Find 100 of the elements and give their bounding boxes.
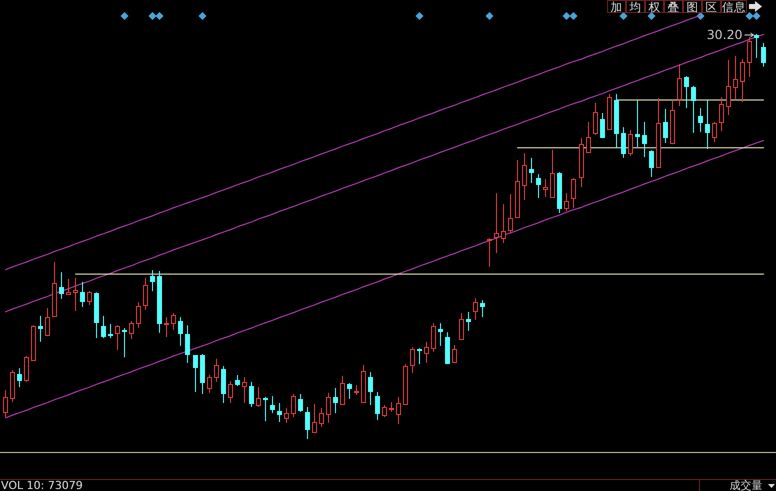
candlestick <box>424 341 429 364</box>
candlestick <box>705 100 710 150</box>
candlestick <box>45 308 50 337</box>
candlestick <box>164 316 169 338</box>
candlestick <box>586 121 591 154</box>
candlestick <box>221 366 226 404</box>
candlestick <box>473 298 478 320</box>
candlestick <box>459 312 464 340</box>
candlestick <box>242 376 247 404</box>
candlestick <box>747 36 752 78</box>
candlestick <box>326 392 331 424</box>
candlestick <box>684 76 689 109</box>
candlestick <box>136 302 141 329</box>
candlestick <box>122 328 127 358</box>
candlestick <box>3 389 8 418</box>
candlestick <box>73 277 78 312</box>
candlestick <box>31 324 36 362</box>
candlestick <box>200 353 205 395</box>
candlestick <box>115 324 120 350</box>
annotation: 30.20 <box>706 27 743 42</box>
candlestick <box>712 121 717 143</box>
candlestick <box>178 316 183 346</box>
candlestick <box>543 178 548 198</box>
candlestick <box>557 172 562 214</box>
candlestick <box>726 59 731 116</box>
candlestick <box>143 277 148 310</box>
candlestick <box>501 204 506 244</box>
candlestick <box>10 370 15 403</box>
candlestick <box>649 150 654 178</box>
candlestick <box>80 281 85 308</box>
candlestick <box>24 355 29 382</box>
candlestick <box>417 348 422 365</box>
candlestick <box>277 402 282 422</box>
candlestick <box>284 407 289 424</box>
candlestick <box>17 368 22 388</box>
candlestick <box>52 262 57 318</box>
candlestick <box>59 272 64 300</box>
candlestick <box>487 238 492 268</box>
candlestick <box>494 192 499 254</box>
candlestick <box>719 96 724 132</box>
candlestick <box>185 324 190 364</box>
candlestick <box>670 100 675 145</box>
candlestick <box>522 152 527 201</box>
candlestick <box>228 380 233 404</box>
candlestick <box>740 58 745 103</box>
candlestick <box>445 332 450 365</box>
text: 成交量 <box>730 479 762 491</box>
candlestick <box>87 290 92 306</box>
candlestick <box>438 322 443 346</box>
candlestick <box>319 407 324 428</box>
candlestick <box>193 354 198 393</box>
candlestick <box>129 320 134 340</box>
candlestick <box>375 392 380 420</box>
candlestick <box>466 311 471 332</box>
candlestick <box>347 382 352 400</box>
candlestick <box>354 384 359 396</box>
candlestick <box>515 159 520 218</box>
candlestick <box>94 292 99 339</box>
candlestick <box>38 315 43 342</box>
candlestick <box>571 178 576 209</box>
candlestick <box>656 97 661 169</box>
candlestick <box>361 364 366 404</box>
candlestick <box>635 100 640 148</box>
candlestick <box>761 42 766 68</box>
candlestick <box>593 102 598 136</box>
candlestick <box>396 396 401 425</box>
candlestick <box>698 108 703 133</box>
candlestick <box>480 300 485 318</box>
candlestick <box>333 387 338 414</box>
candlestick <box>403 364 408 406</box>
candlestick <box>207 374 212 394</box>
candlestick <box>305 406 310 440</box>
candlestick <box>564 192 569 212</box>
candlestick <box>600 112 605 139</box>
candlestick <box>550 149 555 199</box>
candlestick <box>733 55 738 101</box>
text: 加 均 权 叠 图 区 信息 <box>610 0 746 14</box>
candlestick <box>298 394 303 412</box>
candlestick <box>291 394 296 418</box>
candlestick <box>382 404 387 418</box>
candlestick <box>108 323 113 339</box>
candlestick <box>691 85 696 134</box>
candlestick <box>431 322 436 352</box>
candlestick <box>368 372 373 406</box>
candlestick <box>101 315 106 339</box>
candlestick <box>249 381 254 408</box>
candlestick <box>607 93 612 130</box>
candlestick <box>235 374 240 386</box>
candlestick <box>628 129 633 156</box>
candlestick <box>529 157 534 184</box>
candlestick <box>642 121 647 158</box>
candlestick <box>256 386 261 408</box>
candlestick <box>66 278 71 296</box>
candlestick <box>171 312 176 331</box>
candlestick <box>410 346 415 374</box>
candlestick <box>614 93 619 148</box>
candlestick <box>677 63 682 107</box>
candlestick <box>312 404 317 434</box>
text: VOL 10: 73079 <box>1 479 83 491</box>
candlestick <box>536 174 541 199</box>
